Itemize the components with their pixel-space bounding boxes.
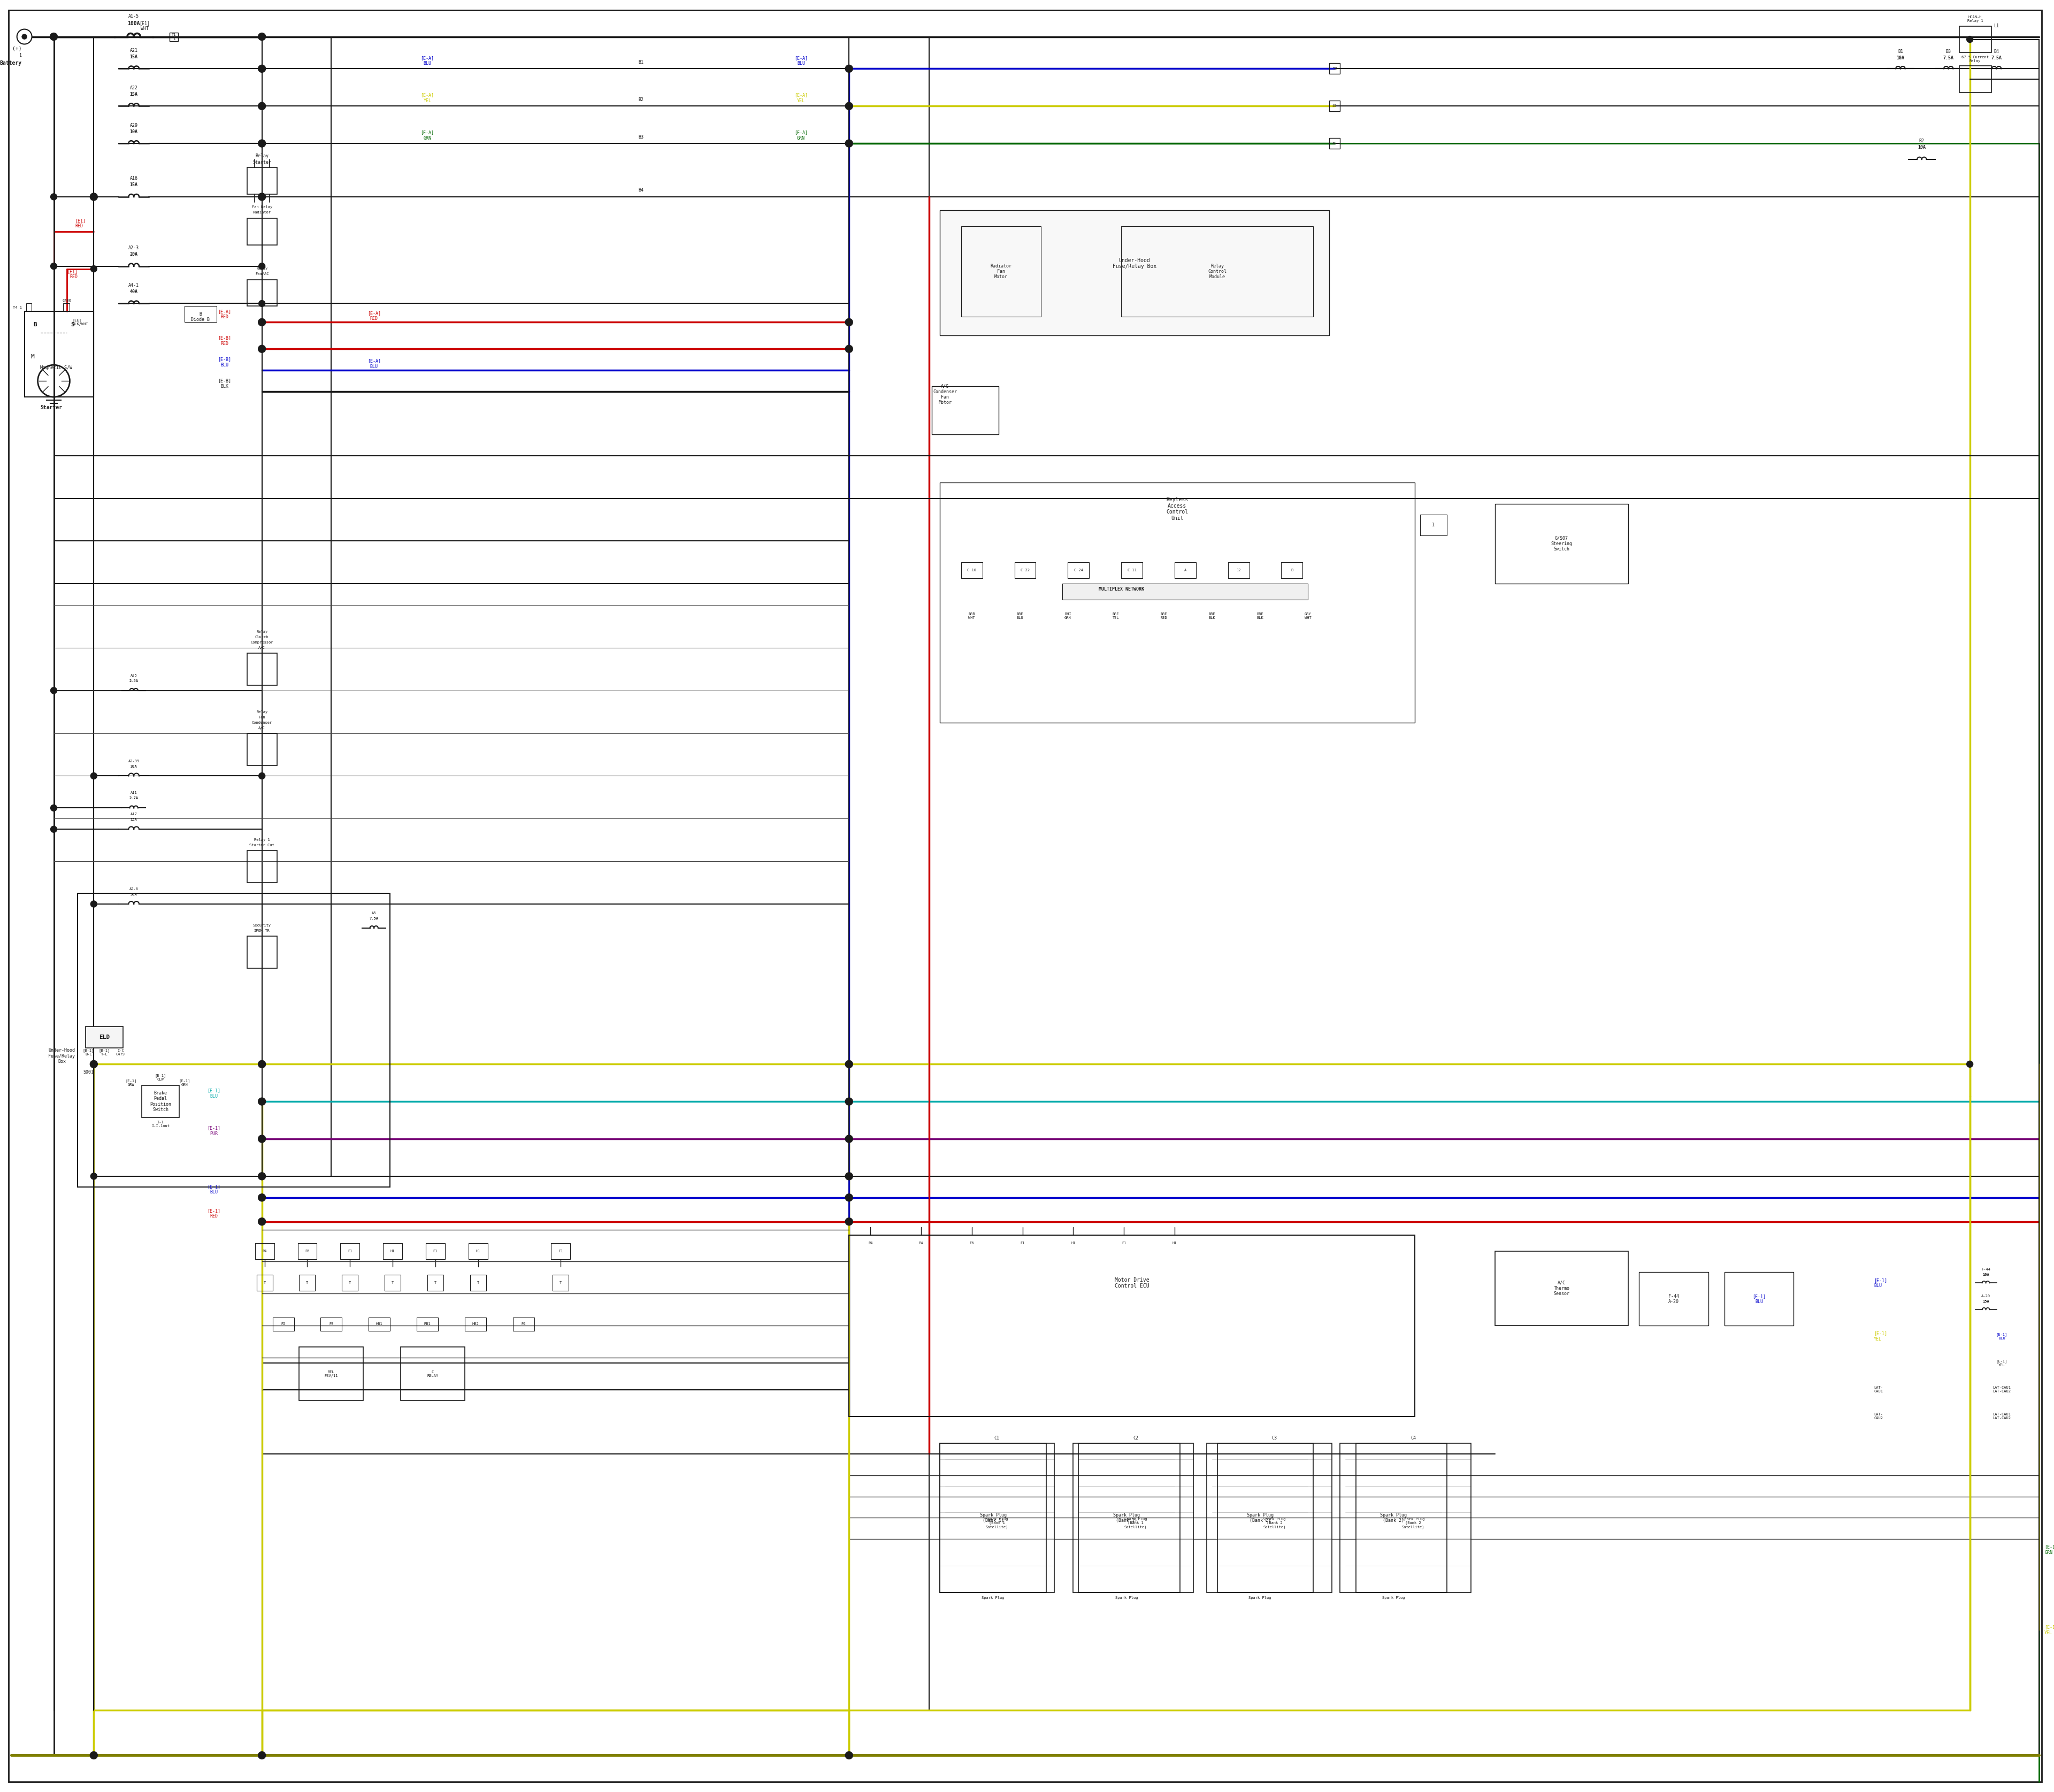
Bar (368, 1317, 390, 1331)
Text: Spark Plug
(Bank 2): Spark Plug (Bank 2) (1380, 1512, 1407, 1523)
Circle shape (259, 319, 265, 326)
Text: 67.5 Current
Relay: 67.5 Current Relay (1962, 56, 1988, 63)
Text: C 22: C 22 (1021, 568, 1029, 572)
Text: A4-1: A4-1 (129, 283, 140, 289)
Bar (255, 1244, 273, 1260)
Text: 2.7A: 2.7A (129, 797, 138, 799)
Text: [E-1]
GRN: [E-1] GRN (2044, 1545, 2054, 1555)
Text: HB1: HB1 (376, 1322, 382, 1326)
Bar (25, 312, 94, 398)
Bar (78, 894, 390, 1186)
Text: T: T (349, 1281, 351, 1285)
Bar (417, 1317, 438, 1331)
Text: 20A: 20A (129, 253, 138, 256)
Text: 15A: 15A (129, 819, 138, 821)
Text: A2-99: A2-99 (127, 760, 140, 763)
Circle shape (259, 1098, 265, 1106)
Circle shape (846, 1134, 852, 1143)
Bar (384, 1274, 401, 1290)
Text: LAT-CAU1
LAT-CAU2: LAT-CAU1 LAT-CAU2 (1992, 1387, 2011, 1392)
Bar (550, 1244, 571, 1260)
Circle shape (259, 194, 265, 201)
Text: B3: B3 (1945, 48, 1951, 54)
Text: C 10: C 10 (967, 568, 976, 572)
Text: [E1]
WHT: [E1] WHT (140, 22, 150, 30)
Text: C 11: C 11 (1128, 568, 1136, 572)
Bar (273, 1317, 294, 1331)
Text: [E-B]
BLK: [E-B] BLK (218, 378, 232, 389)
Text: Spark Plug
(Bank 1
Satellite): Spark Plug (Bank 1 Satellite) (1124, 1518, 1146, 1529)
Text: A29: A29 (129, 124, 138, 127)
Text: B2: B2 (1918, 138, 1925, 143)
Circle shape (259, 102, 265, 109)
Circle shape (259, 1174, 265, 1179)
Bar (27, 303, 31, 312)
Text: Fan/AC: Fan/AC (255, 272, 269, 276)
Text: B1: B1 (1898, 48, 1904, 54)
Text: BRE
BLU: BRE BLU (1017, 613, 1023, 620)
Text: LAT-
CAU2: LAT- CAU2 (1873, 1412, 1884, 1419)
Text: H1: H1 (1173, 1242, 1177, 1244)
Text: P3: P3 (329, 1322, 333, 1326)
Circle shape (846, 102, 852, 109)
Text: P4: P4 (522, 1322, 526, 1326)
Text: [E-A]
YEL: [E-A] YEL (795, 93, 807, 104)
Text: T: T (263, 1281, 265, 1285)
Text: I-1
I-I-1out: I-1 I-I-1out (152, 1120, 170, 1127)
Text: REL
PSV/11: REL PSV/11 (325, 1371, 339, 1378)
Text: 30A: 30A (129, 765, 138, 769)
Text: Spark Plug
(Bank 2): Spark Plug (Bank 2) (1247, 1512, 1273, 1523)
Text: T: T (477, 1281, 479, 1285)
Text: [E-1]
YEL: [E-1] YEL (1873, 1331, 1888, 1342)
Bar (185, 306, 216, 323)
Text: Starter Cut: Starter Cut (249, 844, 275, 848)
Text: BRE
BLK: BRE BLK (1257, 613, 1263, 620)
Text: BRE
RED: BRE RED (1161, 613, 1167, 620)
Text: Radiator: Radiator (253, 211, 271, 213)
Circle shape (259, 1098, 265, 1104)
Bar (142, 1086, 179, 1118)
Circle shape (259, 1193, 265, 1201)
Text: 40A: 40A (129, 289, 138, 294)
Text: 10A: 10A (129, 129, 138, 134)
Text: Spark Plug: Spark Plug (982, 1597, 1004, 1600)
Circle shape (846, 1172, 852, 1179)
Circle shape (259, 34, 265, 39)
Text: A17: A17 (129, 814, 138, 815)
Circle shape (846, 65, 852, 72)
Bar (1339, 1443, 1446, 1593)
Text: ELD: ELD (99, 1034, 109, 1039)
Circle shape (259, 1219, 265, 1226)
Text: 2.5A: 2.5A (129, 679, 138, 683)
Text: Spark Plug
(Bank 1): Spark Plug (Bank 1) (980, 1512, 1006, 1523)
Bar (320, 1317, 341, 1331)
Circle shape (51, 194, 58, 201)
Bar (382, 1244, 403, 1260)
Text: F1: F1 (559, 1249, 563, 1253)
Text: C1: C1 (994, 1435, 1000, 1441)
Text: BRE
TEL: BRE TEL (1113, 613, 1119, 620)
Text: Condenser: Condenser (253, 720, 271, 724)
Text: G/S07
Steering
Switch: G/S07 Steering Switch (1551, 536, 1571, 552)
Text: Fan: Fan (259, 715, 265, 719)
Text: [E-1]
BLU: [E-1] BLU (207, 1185, 220, 1195)
Text: A/C
Thermo
Sensor: A/C Thermo Sensor (1553, 1279, 1569, 1296)
Bar (1495, 1251, 1629, 1326)
Text: C
RELAY: C RELAY (427, 1371, 438, 1378)
Circle shape (259, 1061, 265, 1068)
Bar (425, 1244, 446, 1260)
Circle shape (259, 1751, 265, 1760)
Text: 7.5A: 7.5A (370, 918, 378, 919)
Circle shape (846, 1193, 852, 1201)
Bar (1078, 1443, 1193, 1593)
Text: [E-B]
RED: [E-B] RED (218, 335, 232, 346)
Bar (170, 32, 179, 41)
Bar (961, 563, 982, 579)
Circle shape (846, 140, 852, 147)
Circle shape (259, 1134, 265, 1143)
Text: A25: A25 (129, 674, 138, 677)
Text: C2: C2 (1134, 1435, 1138, 1441)
Text: T: T (433, 1281, 438, 1285)
Text: C4: C4 (1411, 1435, 1415, 1441)
Text: P4: P4 (918, 1242, 924, 1244)
